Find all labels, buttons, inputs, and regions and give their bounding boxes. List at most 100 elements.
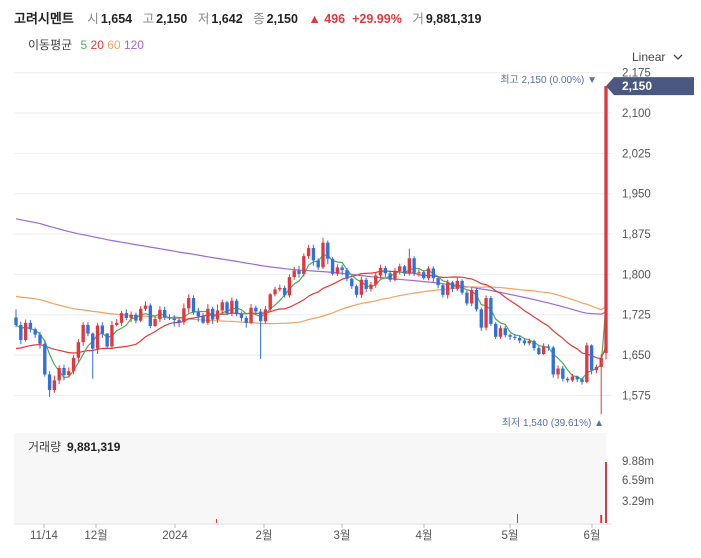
- candle: [335, 267, 340, 274]
- candle: [19, 324, 23, 341]
- candle: [201, 316, 205, 323]
- volume-bar: [517, 514, 518, 523]
- candle: [374, 275, 378, 285]
- candle: [489, 298, 493, 324]
- y-tick-label: 2,025: [622, 148, 651, 160]
- candle: [436, 278, 440, 286]
- x-tick-label: 3월: [334, 529, 351, 542]
- close-value: 2,150: [266, 12, 298, 26]
- change-value: ▲ 496: [308, 12, 346, 26]
- candle: [493, 323, 498, 337]
- candle: [517, 337, 522, 341]
- candle: [527, 341, 531, 344]
- y-tick-label: 1,875: [622, 229, 651, 241]
- candle: [95, 325, 100, 349]
- candle: [134, 314, 138, 321]
- x-tick-label: 2월: [256, 529, 273, 542]
- volume-tick-label: 6.59m: [622, 475, 654, 487]
- candle: [407, 258, 412, 274]
- volume-panel-label: 거래량: [28, 440, 61, 454]
- candle: [446, 282, 450, 295]
- candle: [278, 287, 282, 290]
- ma-legend-title: 이동평균: [28, 38, 73, 52]
- candle: [479, 309, 483, 328]
- candle: [508, 335, 512, 337]
- volume-label: 거: [412, 12, 424, 26]
- candle: [306, 248, 311, 257]
- scale-dropdown[interactable]: Linear: [632, 50, 683, 64]
- candle: [23, 322, 28, 341]
- candle: [273, 289, 277, 295]
- candle: [465, 292, 469, 304]
- candle: [422, 272, 426, 279]
- candle: [206, 308, 210, 323]
- candle: [43, 343, 47, 375]
- candle: [537, 348, 541, 354]
- candle: [115, 322, 119, 325]
- candle: [28, 322, 33, 330]
- candle: [369, 284, 373, 289]
- candle: [354, 286, 359, 295]
- candle: [474, 289, 479, 310]
- candle: [187, 298, 191, 309]
- candle: [340, 267, 344, 271]
- x-tick-label: 5월: [502, 529, 519, 542]
- candle: [292, 270, 296, 278]
- candle: [196, 312, 200, 317]
- candle: [105, 333, 109, 347]
- ma-120-line: [15, 218, 607, 315]
- candle: [585, 345, 589, 382]
- volume-tick-label: 3.29m: [622, 496, 654, 508]
- candle: [546, 346, 551, 348]
- candle: [282, 287, 287, 296]
- volume-bar: [600, 515, 603, 523]
- volume-panel-value: 9,881,319: [67, 440, 121, 454]
- change-percent: +29.99%: [352, 12, 402, 26]
- candle: [258, 311, 263, 322]
- candle: [359, 279, 364, 295]
- y-tick-label: 1,725: [622, 310, 651, 322]
- x-tick-label: 6월: [584, 529, 601, 542]
- candle: [254, 307, 258, 312]
- candle: [220, 302, 224, 311]
- volume-bar: [216, 519, 217, 523]
- ma-120-label: 120: [123, 38, 144, 52]
- high-label: 고: [142, 12, 155, 26]
- candle: [412, 258, 416, 273]
- candle: [71, 357, 76, 372]
- volume-value: 9,881,319: [425, 12, 482, 26]
- candle: [402, 266, 407, 274]
- candle: [182, 308, 186, 323]
- candle: [263, 309, 268, 322]
- candle: [326, 242, 330, 259]
- y-tick-label: 1,650: [622, 350, 651, 362]
- high-value: 2,150: [156, 12, 188, 26]
- x-tick-label: 4월: [416, 529, 433, 542]
- ma-5-line: [15, 254, 607, 381]
- candle: [455, 280, 459, 289]
- candle: [225, 302, 229, 314]
- y-tick-label: 2,175: [622, 68, 651, 80]
- volume-bar: [605, 462, 607, 523]
- low-value: 1,642: [211, 12, 243, 26]
- candle: [551, 347, 555, 375]
- candle: [470, 289, 474, 304]
- candle: [249, 307, 253, 323]
- candle: [321, 242, 325, 268]
- candle: [398, 266, 402, 272]
- candle: [393, 271, 397, 280]
- y-tick-label: 1,950: [622, 189, 651, 201]
- candle: [234, 300, 239, 315]
- candle: [522, 340, 527, 344]
- candle: [417, 272, 421, 274]
- candle: [383, 267, 388, 274]
- candle: [599, 357, 603, 367]
- candle: [498, 328, 503, 337]
- moving-average-legend[interactable]: 이동평균 5 20 60 120: [28, 36, 144, 53]
- open-label: 시: [87, 12, 99, 26]
- candle: [244, 317, 248, 323]
- low-label: 저: [197, 12, 210, 26]
- candle: [177, 320, 181, 323]
- candle: [57, 367, 61, 381]
